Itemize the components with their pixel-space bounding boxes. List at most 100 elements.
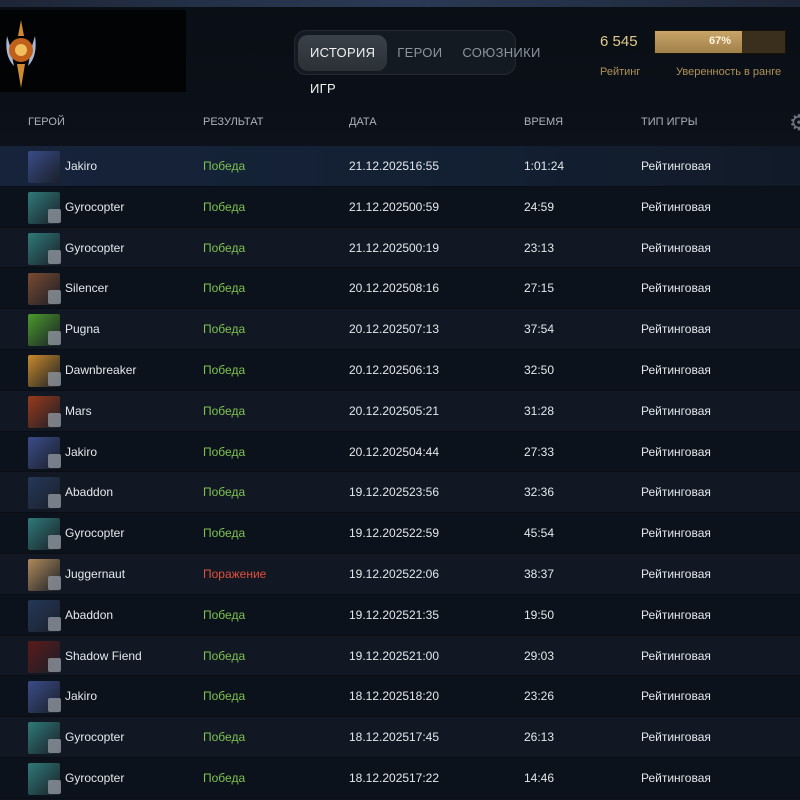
match-result: Победа — [203, 770, 246, 785]
match-type: Рейтинговая — [641, 281, 711, 296]
match-time: 17:45 — [409, 730, 440, 745]
match-duration: 32:36 — [524, 485, 555, 500]
hero-name: Gyrocopter — [65, 240, 125, 255]
match-duration: 23:13 — [524, 240, 555, 255]
match-type: Рейтинговая — [641, 159, 711, 173]
match-date: 18.12.2025 — [349, 730, 410, 745]
match-type: Рейтинговая — [641, 770, 711, 785]
match-result: Поражение — [203, 566, 267, 581]
match-date: 21.12.2025 — [349, 240, 410, 255]
tab-allies[interactable]: СОЮЗНИКИ — [462, 44, 541, 60]
top-bar — [0, 0, 800, 7]
match-duration: 27:33 — [524, 444, 555, 459]
match-type: Рейтинговая — [641, 199, 711, 214]
hero-name: Jakiro — [65, 689, 98, 704]
match-time: 04:44 — [409, 444, 440, 459]
match-row[interactable]: Pugna Победа 20.12.2025 07:13 37:54 Рейтингов… — [0, 309, 800, 350]
match-date: 21.12.2025 — [349, 159, 410, 173]
role-badge-icon — [48, 657, 61, 672]
match-duration: 14:46 — [524, 770, 555, 785]
rank-confidence-bar: 67% — [654, 30, 786, 54]
column-header-type[interactable]: ТИП ИГРЫ — [641, 116, 698, 128]
match-row[interactable]: Shadow Fiend Победа 19.12.2025 21:00 29:03 Ре… — [0, 635, 800, 677]
match-row[interactable]: Abaddon Победа 19.12.2025 21:35 19:50 Рейтинг… — [0, 594, 800, 636]
role-badge-icon — [48, 249, 61, 264]
match-row[interactable]: Jakiro Победа 20.12.2025 04:44 27:33 Рейтинго… — [0, 431, 800, 473]
match-row[interactable]: Silencer Победа 20.12.2025 08:16 27:15 Рейтин… — [0, 268, 800, 310]
match-result: Победа — [203, 240, 246, 255]
tab-heroes[interactable]: ГЕРОИ — [397, 44, 443, 60]
match-result: Победа — [203, 159, 246, 173]
match-time: 17:22 — [409, 770, 440, 785]
match-time: 16:55 — [409, 159, 440, 173]
role-badge-icon — [48, 575, 61, 590]
match-time: 05:21 — [409, 403, 440, 418]
match-duration: 1:01:24 — [524, 159, 565, 173]
match-duration: 32:50 — [524, 362, 555, 377]
match-row[interactable]: Dawnbreaker Победа 20.12.2025 06:13 32:50 Рей… — [0, 349, 800, 391]
match-date: 19.12.2025 — [349, 607, 410, 622]
match-row[interactable]: Gyrocopter Победа 21.12.2025 00:19 23:13 Рейт… — [0, 227, 800, 269]
match-row[interactable]: Gyrocopter Победа 18.12.2025 17:45 26:13 Рейт… — [0, 717, 800, 758]
hero-name: Gyrocopter — [65, 730, 125, 745]
role-badge-icon — [48, 208, 61, 223]
match-date: 19.12.2025 — [349, 485, 410, 500]
match-result: Победа — [203, 322, 246, 337]
role-badge-icon — [48, 535, 61, 550]
match-date: 19.12.2025 — [349, 648, 410, 663]
match-type: Рейтинговая — [641, 648, 711, 663]
match-row[interactable]: Gyrocopter Победа 21.12.2025 00:59 24:59 Рейт… — [0, 186, 800, 228]
role-badge-icon — [48, 290, 61, 305]
match-list: Jakiro Победа 21.12.2025 16:55 1:01:24 Рейтин… — [0, 146, 800, 799]
column-header-duration[interactable]: ВРЕМЯ — [524, 116, 564, 128]
match-time: 06:13 — [409, 362, 440, 377]
match-result: Победа — [203, 607, 246, 622]
match-time: 21:35 — [409, 607, 440, 622]
column-header-hero[interactable]: ГЕРОЙ — [28, 116, 65, 128]
match-duration: 24:59 — [524, 199, 555, 214]
match-type: Рейтинговая — [641, 362, 711, 377]
match-duration: 27:15 — [524, 281, 555, 296]
hero-name: Gyrocopter — [65, 199, 125, 214]
role-badge-icon — [48, 739, 61, 754]
match-row[interactable]: Mars Победа 20.12.2025 05:21 31:28 Рейтингова… — [0, 390, 800, 432]
rank-confidence-fill — [655, 31, 743, 53]
match-time: 21:00 — [409, 648, 440, 663]
match-duration: 37:54 — [524, 322, 555, 337]
hero-portrait — [28, 151, 60, 183]
role-badge-icon — [48, 412, 61, 427]
hero-name: Jakiro — [65, 159, 98, 173]
match-row[interactable]: Juggernaut Поражение 19.12.2025 22:06 38:37 Р… — [0, 553, 800, 595]
rating-label: Рейтинг — [600, 66, 641, 78]
match-row[interactable]: Abaddon Победа 19.12.2025 23:56 32:36 Рейтинг… — [0, 472, 800, 514]
match-duration: 19:50 — [524, 607, 555, 622]
match-date: 20.12.2025 — [349, 362, 410, 377]
role-badge-icon — [48, 331, 61, 346]
match-type: Рейтинговая — [641, 607, 711, 622]
match-result: Победа — [203, 689, 246, 704]
role-badge-icon — [48, 371, 61, 386]
match-row[interactable]: Jakiro Победа 21.12.2025 16:55 1:01:24 Рейтин… — [0, 146, 800, 187]
match-date: 20.12.2025 — [349, 403, 410, 418]
match-type: Рейтинговая — [641, 322, 711, 337]
tab-match-history[interactable]: ИСТОРИЯ ИГР — [298, 34, 388, 96]
column-header-result[interactable]: РЕЗУЛЬТАТ — [203, 116, 264, 128]
match-type: Рейтинговая — [641, 730, 711, 745]
match-time: 00:59 — [409, 199, 440, 214]
match-time: 07:13 — [409, 322, 440, 337]
match-date: 18.12.2025 — [349, 689, 410, 704]
match-result: Победа — [203, 362, 246, 377]
gear-icon[interactable]: ⚙ — [789, 110, 800, 135]
hero-name: Mars — [65, 403, 92, 418]
column-header-date[interactable]: ДАТА — [349, 116, 377, 128]
match-duration: 38:37 — [524, 566, 555, 581]
hero-name: Shadow Fiend — [65, 648, 142, 663]
match-row[interactable]: Gyrocopter Победа 19.12.2025 22:59 45:54 Рейт… — [0, 513, 800, 554]
match-result: Победа — [203, 648, 246, 663]
hero-name: Gyrocopter — [65, 526, 125, 541]
match-result: Победа — [203, 485, 246, 500]
match-row[interactable]: Gyrocopter Победа 18.12.2025 17:22 14:46 Рейт… — [0, 757, 800, 799]
match-type: Рейтинговая — [641, 689, 711, 704]
match-row[interactable]: Jakiro Победа 18.12.2025 18:20 23:26 Рейтинго… — [0, 676, 800, 718]
match-time: 00:19 — [409, 240, 440, 255]
